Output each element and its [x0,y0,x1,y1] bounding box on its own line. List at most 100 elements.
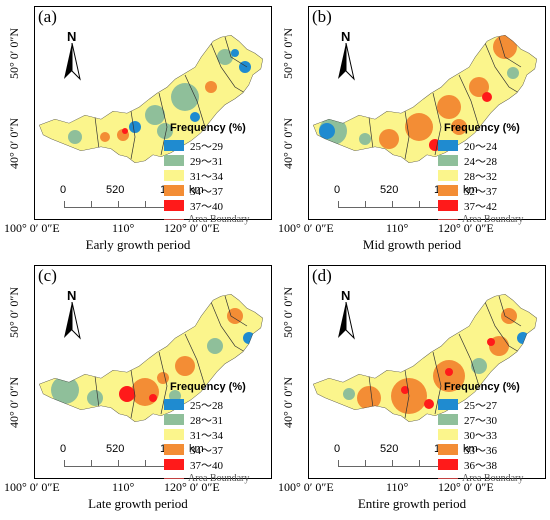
legend-range: 31～34 [190,170,223,183]
map-panel-b: (b) N 50° 0′ 0″N 40° 0′ 0″N 100° 0′ 0″E … [278,4,546,253]
lat-tick-50: 50° 0′ 0″N [281,27,295,79]
lat-tick-40: 40° 0′ 0″N [281,376,295,428]
legend-item: 28～31 [164,412,268,427]
area-boundary-label: Area Boundary [462,472,524,484]
frequency-patch [129,121,141,133]
scale-unit: km [463,443,478,455]
area-boundary-line [432,351,442,415]
legend-swatch [438,414,458,425]
legend-range: 25～28 [190,399,223,412]
panel-title: Late growth period [88,496,188,511]
boundary-line-icon [438,477,458,479]
area-boundary-line [458,74,480,128]
frequency-patch [437,95,461,119]
legend-range: 28～32 [464,170,497,183]
legend-title: Frequency (%) [444,122,520,134]
legend-swatch [164,459,184,470]
area-boundary-line [498,295,522,327]
boundary-line-icon [164,477,184,479]
north-label: N [67,288,77,303]
legend-swatch [438,459,458,470]
legend-range: 25～29 [190,140,223,153]
lon-tick-110: 110° [112,480,135,494]
frequency-patch [190,112,200,122]
area-boundary-line [210,42,246,94]
frequency-patch [471,358,487,374]
panel-label: (c) [38,266,57,285]
legend-area-boundary: Area Boundary [164,213,268,225]
boundary-line-icon [438,218,458,220]
scale-bar-line [64,201,174,208]
legend-swatch [164,185,184,196]
lon-tick-120: 120° 0′ 0″E [438,480,494,494]
legend-swatch [438,185,458,196]
legend-range: 30～33 [464,429,497,442]
legend: Frequency (%) 20～24 24～28 28～32 32～37 37… [438,122,542,225]
area-boundary-label: Area Boundary [462,213,524,225]
frequency-patch [469,77,489,97]
frequency-patch [487,338,495,346]
region-base [39,35,263,163]
scale-unit: km [189,184,204,196]
legend-swatch [438,140,458,151]
legend-item: 27～30 [438,412,542,427]
lon-tick-110: 110° [112,221,135,235]
lon-tick-100: 100° 0′ 0″E [4,221,60,235]
region-map [313,294,537,422]
area-boundary-line [158,92,168,156]
panel-label: (d) [312,266,332,285]
map-panel-d: (d) N 50° 0′ 0″N 40° 0′ 0″N 100° 0′ 0″E … [278,263,546,512]
frequency-patch [424,399,434,409]
area-boundary-line [498,36,522,68]
legend-swatch [164,399,184,410]
legend-item: 34～37 [164,442,268,457]
scale-zero: 0 [60,443,67,455]
area-boundary-line [404,110,410,160]
frequency-patch [359,133,371,145]
legend-swatch [438,399,458,410]
legend-swatch [164,414,184,425]
legend-swatch [164,429,184,440]
legend-range: 31～34 [190,429,223,442]
lon-tick-120: 120° 0′ 0″E [438,221,494,235]
legend-range: 33～36 [464,444,497,457]
frequency-patch [445,368,453,376]
area-boundary-line [458,333,480,387]
legend-swatch [164,170,184,181]
legend-range: 37～42 [464,200,497,213]
legend-range: 36～38 [464,459,497,472]
panel-title: Entire growth period [357,496,467,511]
north-arrow-icon: N [60,288,84,342]
north-arrow-shape [338,43,355,81]
frequency-patch [379,129,399,149]
area-boundary-line [224,36,248,68]
frequency-patch [319,123,335,139]
frequency-patch [100,132,110,142]
legend-item: 32～37 [438,183,542,198]
lon-tick-120: 120° 0′ 0″E [164,480,220,494]
lon-tick-100: 100° 0′ 0″E [278,480,334,494]
scale-unit: km [189,443,204,455]
legend-area-boundary: Area Boundary [164,472,268,484]
scale-mid: 520 [380,443,399,455]
frequency-patch [205,81,217,93]
boundary-line-icon [164,218,184,220]
north-arrow-icon: N [60,29,84,83]
frequency-patch [68,130,82,144]
legend-swatch [438,200,458,211]
legend-item: 37～42 [438,198,542,213]
legend: Frequency (%) 25～28 28～31 31～34 34～37 37… [164,381,268,484]
legend-title: Frequency (%) [444,381,520,393]
legend-title: Frequency (%) [170,381,246,393]
frequency-patch [145,105,165,125]
legend-swatch [438,444,458,455]
frequency-patch [131,378,159,406]
legend-swatch [164,140,184,151]
frequency-patch [451,119,467,135]
north-label: N [341,288,351,303]
legend-range: 20～24 [464,140,497,153]
legend-swatch [164,200,184,211]
frequency-patch [157,123,173,139]
scale-mid: 520 [106,443,125,455]
legend-area-boundary: Area Boundary [438,213,542,225]
